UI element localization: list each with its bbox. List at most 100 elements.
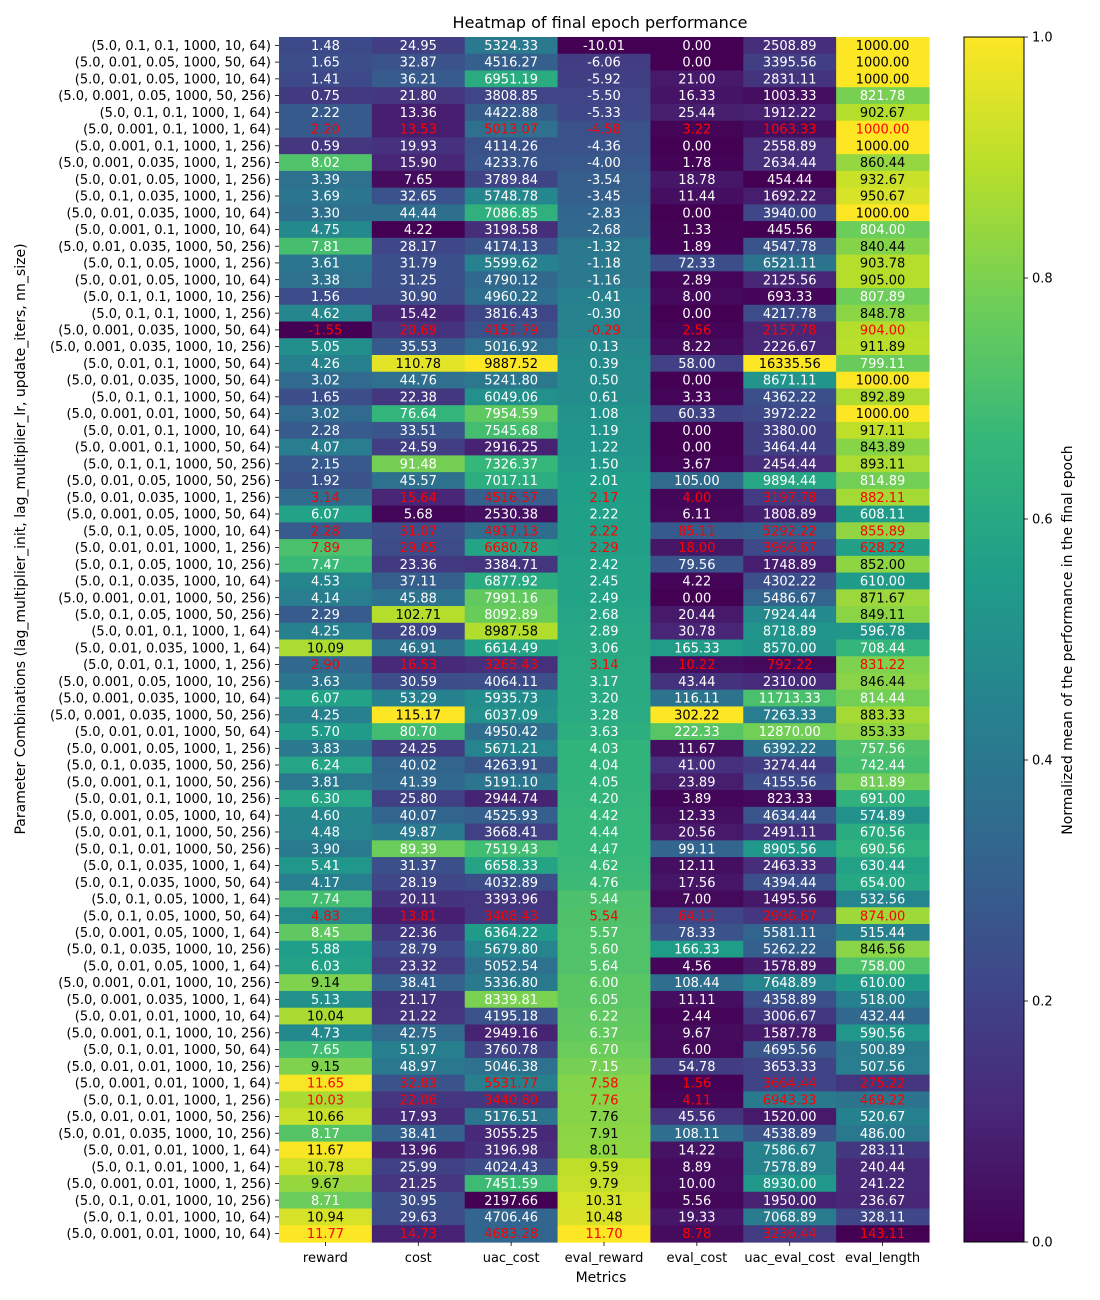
cell-value-label: 4695.56 <box>763 1043 817 1058</box>
heatmap-cell <box>836 1141 930 1159</box>
heatmap-cell <box>557 857 652 875</box>
cell-value-label: 2916.25 <box>484 441 538 456</box>
y-tick-label: (5.0, 0.001, 0.01, 1000, 50, 64) <box>67 407 271 422</box>
heatmap-cell <box>371 873 466 892</box>
heatmap-cell <box>464 1141 559 1159</box>
cell-value-label: 3664.44 <box>763 1077 817 1092</box>
cell-value-label: 5191.10 <box>484 775 538 790</box>
heatmap-cell <box>464 237 559 256</box>
heatmap-cell <box>371 187 466 205</box>
y-tick-label: (5.0, 0.1, 0.05, 1000, 50, 64) <box>83 909 271 924</box>
heatmap-cell <box>464 539 559 557</box>
cell-value-label: 7.15 <box>590 1060 619 1075</box>
cell-value-label: 2454.44 <box>763 457 817 472</box>
cell-value-label: 14.22 <box>678 1144 715 1159</box>
cell-value-label: 3236.44 <box>763 1227 817 1242</box>
cell-value-label: 6037.09 <box>484 708 538 723</box>
heatmap-cell <box>464 974 559 992</box>
cell-value-label: 3653.33 <box>763 1060 817 1075</box>
heatmap-cell <box>279 656 373 674</box>
heatmap-cell <box>464 438 559 457</box>
cell-value-label: 1003.33 <box>763 89 817 104</box>
cell-value-label: 25.80 <box>400 792 437 807</box>
heatmap-cell <box>836 555 930 574</box>
y-tick-label: (5.0, 0.1, 0.035, 1000, 10, 64) <box>75 575 271 590</box>
heatmap-cell <box>464 1024 559 1042</box>
heatmap-cell <box>557 505 652 523</box>
heatmap-cell <box>464 723 559 741</box>
heatmap-cell <box>371 1175 466 1193</box>
heatmap-cell <box>279 924 373 942</box>
cell-value-label: 110.78 <box>396 357 442 372</box>
heatmap-cell <box>371 1057 466 1076</box>
cell-value-label: 5046.38 <box>484 1060 538 1075</box>
cell-value-label: 3265.43 <box>484 658 538 673</box>
heatmap-cell <box>371 488 466 507</box>
heatmap-cell <box>557 572 652 590</box>
y-tick-label: (5.0, 0.01, 0.1, 1000, 1, 64) <box>91 625 271 640</box>
cell-value-label: 2491.11 <box>763 826 817 841</box>
heatmap-cell <box>371 472 466 490</box>
cell-value-label: 22.38 <box>400 390 437 405</box>
cell-value-label: 1000.00 <box>856 72 910 87</box>
colorbar-tick-label: 0.4 <box>1032 754 1053 769</box>
cell-value-label: 35.53 <box>400 340 437 355</box>
heatmap-cell <box>650 1175 744 1193</box>
cell-value-label: 2.29 <box>311 608 340 623</box>
cell-value-label: 44.76 <box>400 374 437 389</box>
heatmap-cell <box>743 689 837 708</box>
cell-value-label: 16.33 <box>678 89 715 104</box>
cell-value-label: 9.15 <box>311 1060 340 1075</box>
cell-value-label: 849.11 <box>860 608 906 623</box>
cell-value-label: 3.69 <box>311 190 340 205</box>
heatmap-cell <box>371 656 466 674</box>
cell-value-label: 3.22 <box>682 123 711 138</box>
cell-value-label: 7991.16 <box>484 591 538 606</box>
cell-value-label: 12870.00 <box>759 725 821 740</box>
cell-value-label: 4.42 <box>590 809 619 824</box>
cell-value-label: 6.07 <box>311 508 340 523</box>
y-tick-label: (5.0, 0.01, 0.1, 1000, 50, 64) <box>83 357 271 372</box>
heatmap-cell <box>836 790 930 808</box>
heatmap-cell <box>279 572 373 590</box>
cell-value-label: 1.65 <box>311 56 340 71</box>
cell-value-label: 486.00 <box>860 1127 906 1142</box>
cell-value-label: 6.70 <box>590 1043 619 1058</box>
cell-value-label: 4.53 <box>311 575 340 590</box>
cell-value-label: 6049.06 <box>484 390 538 405</box>
heatmap-cell <box>650 154 744 172</box>
cell-value-label: 6.00 <box>682 1043 711 1058</box>
heatmap-cell <box>650 957 744 975</box>
cell-value-label: -5.92 <box>587 72 621 87</box>
cell-value-label: 2157.78 <box>763 323 817 338</box>
heatmap-cell <box>464 405 559 423</box>
y-tick-label: (5.0, 0.01, 0.05, 1000, 10, 64) <box>75 273 271 288</box>
heatmap-cell <box>279 790 373 808</box>
heatmap-cell <box>464 823 559 841</box>
cell-value-label: 43.44 <box>678 675 715 690</box>
heatmap-cell <box>557 773 652 791</box>
heatmap-cell <box>279 756 373 774</box>
cell-value-label: 2.17 <box>590 491 619 506</box>
heatmap-cell <box>371 940 466 959</box>
cell-value-label: 4032.89 <box>484 876 538 891</box>
heatmap-cell <box>650 438 744 457</box>
heatmap-cell <box>371 438 466 457</box>
cell-value-label: 22.36 <box>400 926 437 941</box>
heatmap-cell <box>836 656 930 674</box>
heatmap-cell <box>650 354 744 373</box>
heatmap-cell <box>279 672 373 691</box>
heatmap-cell <box>836 857 930 875</box>
heatmap-cell <box>836 472 930 490</box>
cell-value-label: 0.39 <box>590 357 619 372</box>
y-tick-label: (5.0, 0.1, 0.035, 1000, 50, 64) <box>75 876 271 891</box>
heatmap-cell <box>650 823 744 841</box>
heatmap-cell <box>836 187 930 205</box>
heatmap-cell <box>650 237 744 256</box>
heatmap-cell <box>464 522 559 540</box>
cell-value-label: 5748.78 <box>484 190 538 205</box>
cell-value-label: 40.07 <box>400 809 437 824</box>
heatmap-cell <box>743 1225 837 1243</box>
cell-value-label: -1.18 <box>587 257 621 272</box>
cell-value-label: 0.50 <box>590 374 619 389</box>
